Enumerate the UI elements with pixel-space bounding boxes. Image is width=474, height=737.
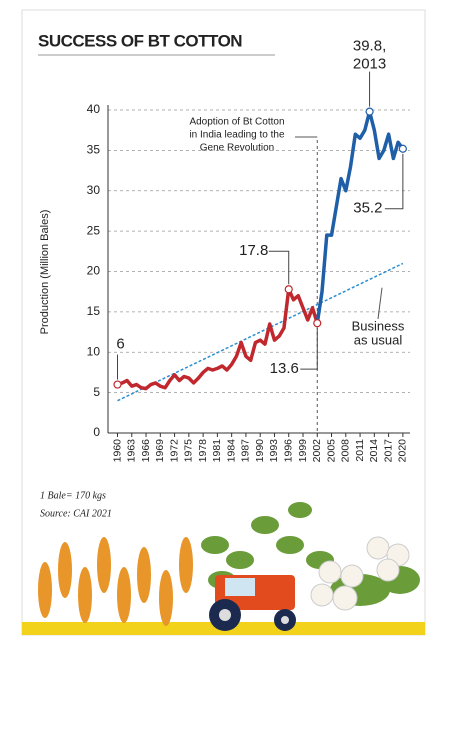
x-tick-label: 1960 <box>111 439 123 463</box>
data-line <box>116 287 319 391</box>
x-tick-label: 1999 <box>297 439 309 463</box>
note: Source: CAI 2021 <box>40 508 112 519</box>
illustration <box>22 502 425 635</box>
point-marker <box>398 144 407 153</box>
trend-label: Business <box>352 318 405 333</box>
trend-connector <box>377 287 383 320</box>
trend-line <box>117 262 404 402</box>
point-marker <box>365 107 374 116</box>
y-tick-label: 40 <box>87 102 101 116</box>
frame <box>21 9 426 636</box>
x-tick-label: 1996 <box>283 439 295 463</box>
value-label: 35.2 <box>353 200 382 217</box>
annotation-text: Gene Revolution <box>200 143 275 154</box>
x-tick-label: 2008 <box>340 439 352 463</box>
x-tick-label: 1966 <box>140 439 152 463</box>
value-label: 17.8 <box>239 242 268 259</box>
x-tick-label: 2005 <box>325 439 337 463</box>
y-tick-label: 15 <box>87 304 101 318</box>
y-tick-label: 0 <box>93 425 100 439</box>
x-tick-label: 2014 <box>368 439 380 463</box>
y-tick-label: 10 <box>87 344 101 358</box>
data-line <box>315 109 405 324</box>
chart-title: SUCCESS OF BT COTTON <box>38 31 242 50</box>
value-label: 13.6 <box>270 360 299 377</box>
x-tick-label: 1981 <box>211 439 223 463</box>
value-label: 39.8, <box>353 38 386 55</box>
label-connector <box>300 328 318 370</box>
y-tick-label: 35 <box>87 143 101 157</box>
x-tick-label: 1972 <box>168 439 180 463</box>
point-marker <box>284 285 293 294</box>
y-axis-label: Production (Million Bales) <box>39 210 51 335</box>
note: 1 Bale= 170 kgs <box>40 490 106 501</box>
annotation-text: in India leading to the <box>189 130 285 141</box>
x-tick-label: 1990 <box>254 439 266 463</box>
x-tick-label: 1993 <box>268 439 280 463</box>
x-tick-label: 2002 <box>311 439 323 463</box>
x-tick-label: 2011 <box>354 439 366 462</box>
x-tick-label: 2020 <box>397 439 409 463</box>
y-tick-label: 25 <box>87 223 101 237</box>
x-tick-label: 1984 <box>225 439 237 463</box>
value-label: 6 <box>116 336 124 353</box>
y-tick-label: 20 <box>87 264 101 278</box>
x-tick-label: 1969 <box>154 439 166 463</box>
point-marker <box>113 380 122 389</box>
y-tick-label: 5 <box>93 385 100 399</box>
x-tick-label: 1978 <box>197 439 209 463</box>
x-tick-label: 2017 <box>382 439 394 463</box>
point-marker <box>313 319 322 328</box>
annotation-text: Adoption of Bt Cotton <box>189 117 284 128</box>
x-tick-label: 1987 <box>240 439 252 463</box>
trend-label: as usual <box>354 332 403 347</box>
label-connector <box>268 250 290 285</box>
value-label: 2013 <box>353 56 386 73</box>
label-connector <box>384 153 404 210</box>
y-tick-label: 30 <box>87 183 101 197</box>
x-tick-label: 1963 <box>126 439 138 463</box>
x-tick-label: 1975 <box>183 439 195 463</box>
